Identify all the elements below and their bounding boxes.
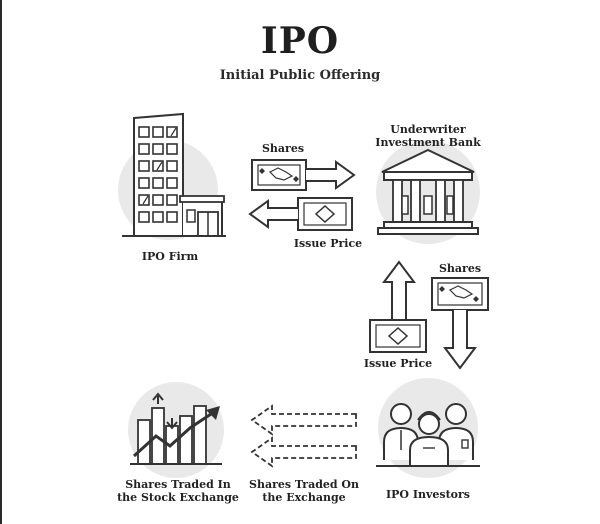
traded-on-label-line2: the Exchange <box>262 491 346 504</box>
page-subtitle: Initial Public Offering <box>219 68 381 83</box>
issue-price-right-label: Issue Price <box>363 357 433 370</box>
underwriter-label-line2: Investment Bank <box>375 136 481 149</box>
traded-on-label-line1: Shares Traded On <box>249 478 359 491</box>
ipo-firm-label: IPO Firm <box>141 250 199 263</box>
exchange-label-line1: Shares Traded In <box>125 478 231 491</box>
left-border <box>0 0 2 524</box>
ipo-investors-label: IPO Investors <box>386 488 470 501</box>
shares-to-underwriter-arrow <box>251 159 356 191</box>
underwriter-label-line1: Underwriter <box>390 123 466 136</box>
issue-price-to-firm-arrow <box>248 197 353 231</box>
exchange-label-line2: the Stock Exchange <box>117 491 239 504</box>
issue-price-to-bank-arrow <box>369 260 427 353</box>
shares-to-investors-arrow <box>431 277 489 370</box>
traded-on-exchange-arrows <box>250 404 357 468</box>
investors-icon <box>376 378 480 478</box>
shares-top-label: Shares <box>261 142 305 155</box>
stock-exchange-icon <box>128 382 224 478</box>
shares-right-label: Shares <box>438 262 482 275</box>
bank-icon <box>376 140 480 244</box>
page-title: IPO <box>260 20 340 62</box>
issue-price-top-label: Issue Price <box>293 237 363 250</box>
ipo-firm-icon <box>118 112 226 240</box>
